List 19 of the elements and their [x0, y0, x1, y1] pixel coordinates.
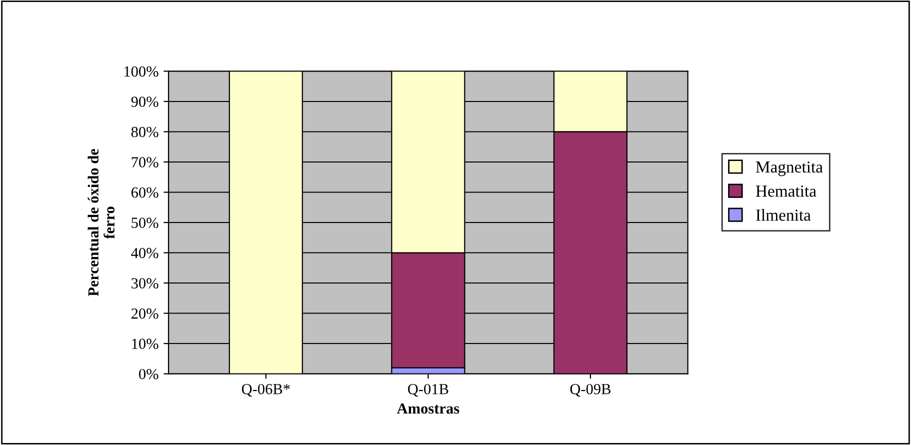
- y-tick-label: 0%: [139, 368, 158, 380]
- y-tick-label: 80%: [131, 126, 158, 138]
- legend-label: Hematita: [756, 186, 816, 197]
- x-tick-label: Q-06B*: [242, 384, 290, 397]
- y-tick-label: 70%: [132, 157, 158, 168]
- y-tick-label: 30%: [132, 278, 158, 289]
- y-tick-label: 40%: [131, 248, 158, 258]
- y-axis-title: Percentual de óxido de ferro: [88, 148, 115, 296]
- legend-label: Ilmenita: [756, 209, 811, 221]
- y-tick-label: 90%: [131, 96, 158, 107]
- y-tick-label: 10%: [132, 338, 158, 350]
- y-tick-label: 60%: [131, 187, 158, 198]
- y-tick-label: 100%: [124, 66, 158, 77]
- y-tick-label: 50%: [132, 218, 158, 228]
- x-tick-label: Q-01B: [408, 384, 448, 397]
- x-tick-label: Q-09B: [570, 384, 610, 397]
- legend-label: Magnetita: [756, 161, 823, 176]
- y-tick-label: 20%: [131, 308, 158, 319]
- x-axis-title: Amostras: [396, 403, 460, 414]
